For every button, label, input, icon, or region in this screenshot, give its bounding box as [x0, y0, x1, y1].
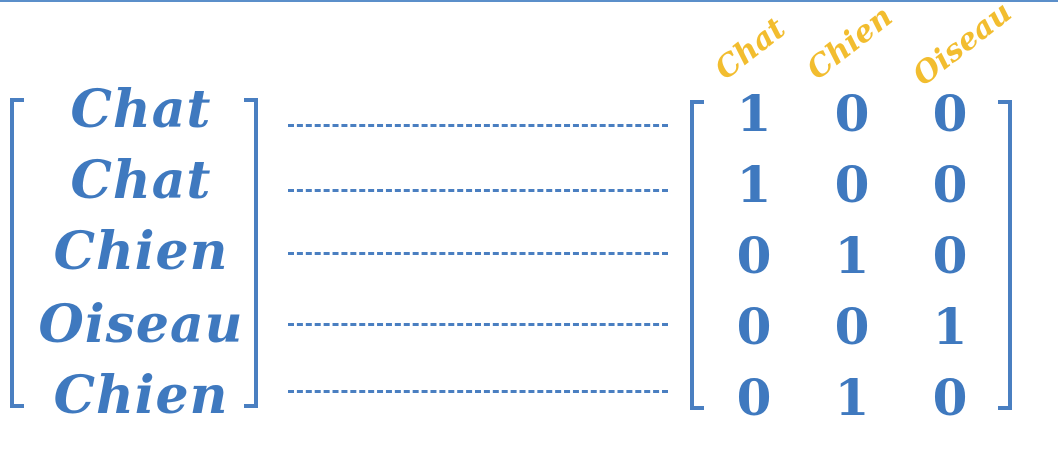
matrix-cell-r3-c3: 0 [932, 226, 968, 285]
matrix-close-bracket [998, 100, 1012, 410]
matrix-cell-r2-c1: 1 [736, 155, 772, 214]
matrix-cell-r5-c1: 0 [736, 368, 772, 427]
connector-row-1 [288, 124, 668, 127]
word-row-5: Chien [53, 365, 229, 426]
matrix-cell-r1-c1: 1 [736, 84, 772, 143]
column-header-chien: Chien [800, 0, 900, 87]
top-border-line [0, 0, 1058, 2]
matrix-cell-r4-c1: 0 [736, 297, 772, 356]
left-vector-open-bracket [10, 98, 24, 408]
matrix-cell-r1-c2: 0 [834, 84, 870, 143]
matrix-cell-r2-c2: 0 [834, 155, 870, 214]
connector-row-3 [288, 252, 668, 255]
connector-row-5 [288, 390, 668, 393]
matrix-cell-r2-c3: 0 [932, 155, 968, 214]
word-row-4: Oiseau [38, 294, 244, 355]
matrix-cell-r1-c3: 0 [932, 84, 968, 143]
word-row-2: Chat [70, 150, 212, 211]
matrix-cell-r5-c2: 1 [834, 368, 870, 427]
column-header-oiseau: Oiseau [906, 0, 1019, 94]
matrix-cell-r3-c1: 0 [736, 226, 772, 285]
matrix-cell-r5-c3: 0 [932, 368, 968, 427]
connector-row-2 [288, 189, 668, 192]
left-vector-close-bracket [244, 98, 258, 408]
word-row-1: Chat [70, 79, 212, 140]
matrix-cell-r3-c2: 1 [834, 226, 870, 285]
word-row-3: Chien [53, 221, 229, 282]
matrix-cell-r4-c2: 0 [834, 297, 870, 356]
connector-row-4 [288, 323, 668, 326]
column-header-chat: Chat [708, 10, 793, 88]
matrix-cell-r4-c3: 1 [932, 297, 968, 356]
matrix-open-bracket [690, 100, 704, 410]
